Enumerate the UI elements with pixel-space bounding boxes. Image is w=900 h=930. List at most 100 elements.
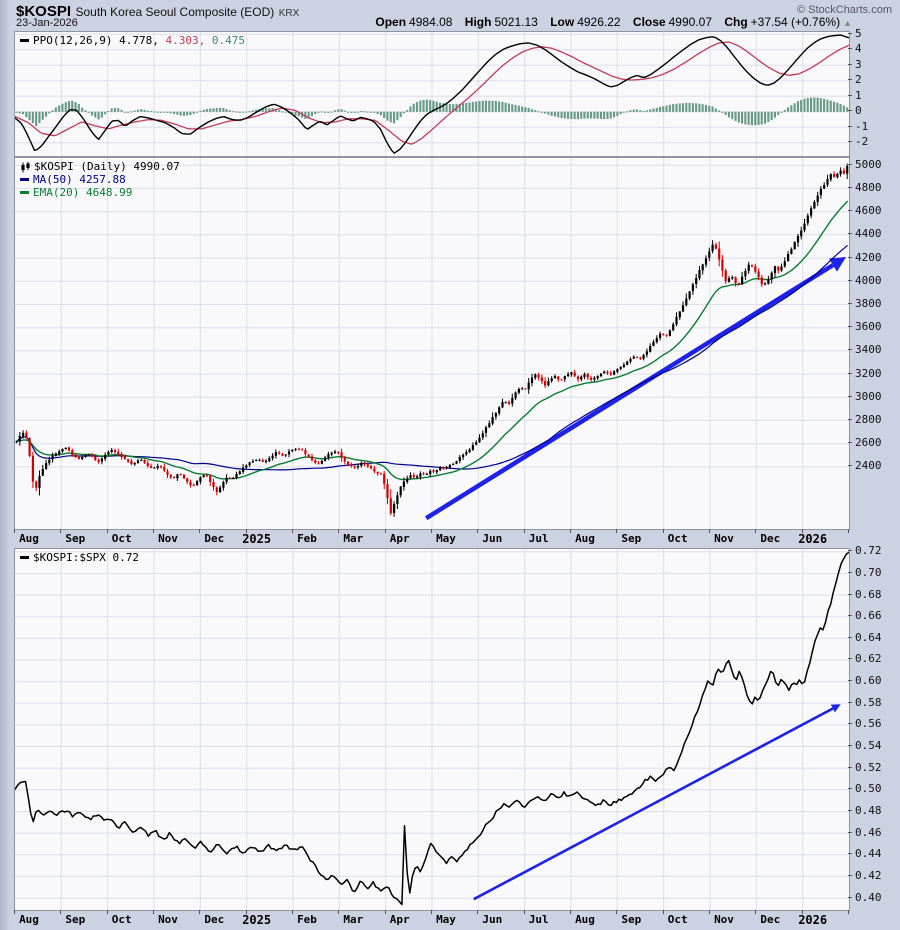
- symbol: $KOSPI: [16, 3, 72, 20]
- ppo-signal-value: 4.303,: [165, 34, 206, 47]
- y-tick-label: 0.48: [855, 803, 882, 817]
- month-tick: [14, 910, 15, 914]
- month-tick: [245, 910, 247, 914]
- change-up-icon: ▲: [843, 18, 852, 28]
- close-label: Close: [632, 15, 666, 29]
- ma50-swatch: [20, 177, 29, 181]
- month-tick: [245, 529, 247, 533]
- ema20-legend: EMA(20) 4648.99: [20, 187, 132, 199]
- month-label: Aug: [19, 913, 39, 926]
- y-tick: [848, 853, 852, 855]
- y-tick: [848, 32, 852, 34]
- price-panel: [14, 157, 850, 530]
- trend-arrow: [425, 257, 846, 521]
- month-tick: [662, 910, 664, 914]
- ratio-line: [15, 551, 849, 906]
- high-value: 5021.13: [494, 15, 538, 29]
- trend-arrow: [473, 704, 841, 901]
- close-value: 4990.07: [668, 15, 712, 29]
- month-label: Oct: [111, 913, 132, 926]
- y-tick: [848, 163, 852, 165]
- y-tick-label: 4200: [855, 250, 882, 264]
- month-label: Mar: [343, 532, 364, 545]
- y-tick-label: 3: [855, 57, 862, 71]
- month-tick: [199, 910, 201, 914]
- y-tick: [848, 48, 852, 50]
- y-tick: [848, 210, 852, 212]
- ppo-hist-value: 0.475: [211, 34, 245, 47]
- month-tick: [431, 529, 432, 533]
- chg-value: +37.54 (+0.76%): [750, 15, 841, 29]
- month-label: Jun: [482, 532, 503, 545]
- y-tick-label: 3600: [855, 320, 882, 334]
- ppo-panel: [14, 31, 850, 157]
- y-tick-label: 0.56: [855, 717, 882, 731]
- y-tick-label: 2800: [855, 412, 882, 426]
- gridlines: [15, 32, 849, 156]
- year-label: 2026: [798, 532, 828, 546]
- ma50-legend: MA(50) 4257.88: [20, 174, 126, 186]
- ratio-panel: [14, 548, 850, 911]
- y-tick-label: 0.46: [855, 825, 882, 839]
- month-tick: [709, 529, 710, 533]
- ppo-histogram: [15, 97, 849, 126]
- y-tick: [848, 874, 852, 876]
- month-label: Feb: [297, 913, 317, 926]
- ma50-legend-label: MA(50) 4257.88: [33, 173, 126, 186]
- y-tick: [848, 550, 852, 552]
- y-tick: [848, 256, 852, 258]
- month-label: Dec: [760, 913, 781, 926]
- ppo-line: [15, 34, 849, 154]
- month-tick: [477, 529, 479, 533]
- y-tick: [848, 186, 852, 188]
- month-label: Jun: [482, 913, 503, 926]
- year-label: 2026: [798, 913, 828, 927]
- y-tick-label: 3000: [855, 389, 882, 403]
- gridlines: [15, 158, 849, 529]
- year-label: 2025: [242, 913, 272, 927]
- month-label: Sep: [621, 913, 642, 926]
- ratio-legend: $KOSPI:$SPX 0.72: [20, 552, 139, 564]
- x-axis-months-lower: Aug Sep Oct Nov Dec 2025 Feb Mar Apr May Jun Jul Aug…: [14, 910, 849, 928]
- y-tick-label: 0.66: [855, 609, 882, 623]
- ratio-legend-label: $KOSPI:$SPX 0.72: [33, 551, 139, 564]
- month-label: Dec: [760, 532, 781, 545]
- ppo-y-axis: 5 4 3 2 1 0 -1 -2: [848, 27, 900, 155]
- month-label: Sep: [621, 532, 642, 545]
- month-label: May: [436, 532, 456, 545]
- month-tick: [14, 529, 15, 533]
- y-tick: [848, 79, 852, 81]
- month-label: Aug: [19, 532, 39, 545]
- ratio-y-axis: 0.72 0.70 0.68 0.66 0.64 0.62 0.60 0.58 0.56 0.54…: [848, 544, 900, 909]
- y-tick-label: 4: [855, 42, 862, 56]
- y-tick-label: 0.64: [855, 630, 882, 644]
- month-tick: [338, 529, 340, 533]
- y-tick: [848, 418, 852, 420]
- y-tick: [848, 571, 852, 573]
- ema20-legend-label: EMA(20) 4648.99: [33, 186, 133, 199]
- chg-label: Chg: [724, 15, 748, 29]
- month-tick: [523, 910, 525, 914]
- y-tick-label: 0.54: [855, 739, 882, 753]
- month-tick: [477, 910, 479, 914]
- y-tick-label: 3200: [855, 366, 882, 380]
- month-tick: [153, 529, 154, 533]
- month-label: Feb: [297, 532, 317, 545]
- month-tick: [662, 529, 664, 533]
- exchange: KRX: [278, 8, 300, 19]
- month-label: Aug: [575, 532, 595, 545]
- ppo-legend-label: PPO(12,26,9): [33, 34, 113, 47]
- ohlc-readout: Open 4984.08 High 5021.13 Low 4926.22 Close…: [366, 15, 852, 29]
- month-label: Dec: [204, 913, 225, 926]
- month-tick: [616, 910, 618, 914]
- month-label: Sep: [65, 913, 86, 926]
- stockcharts-credit: © StockCharts.com: [797, 4, 892, 16]
- month-label: Mar: [343, 913, 364, 926]
- month-tick: [616, 529, 618, 533]
- ema20-line: [15, 200, 848, 481]
- price-y-axis: 5000 4800 4600 4400 4200 4000 3800 3600 3400 3200…: [848, 157, 900, 528]
- y-tick-label: 0.62: [855, 652, 882, 666]
- ma50-line: [15, 244, 848, 471]
- y-tick: [848, 636, 852, 638]
- month-label: May: [436, 913, 456, 926]
